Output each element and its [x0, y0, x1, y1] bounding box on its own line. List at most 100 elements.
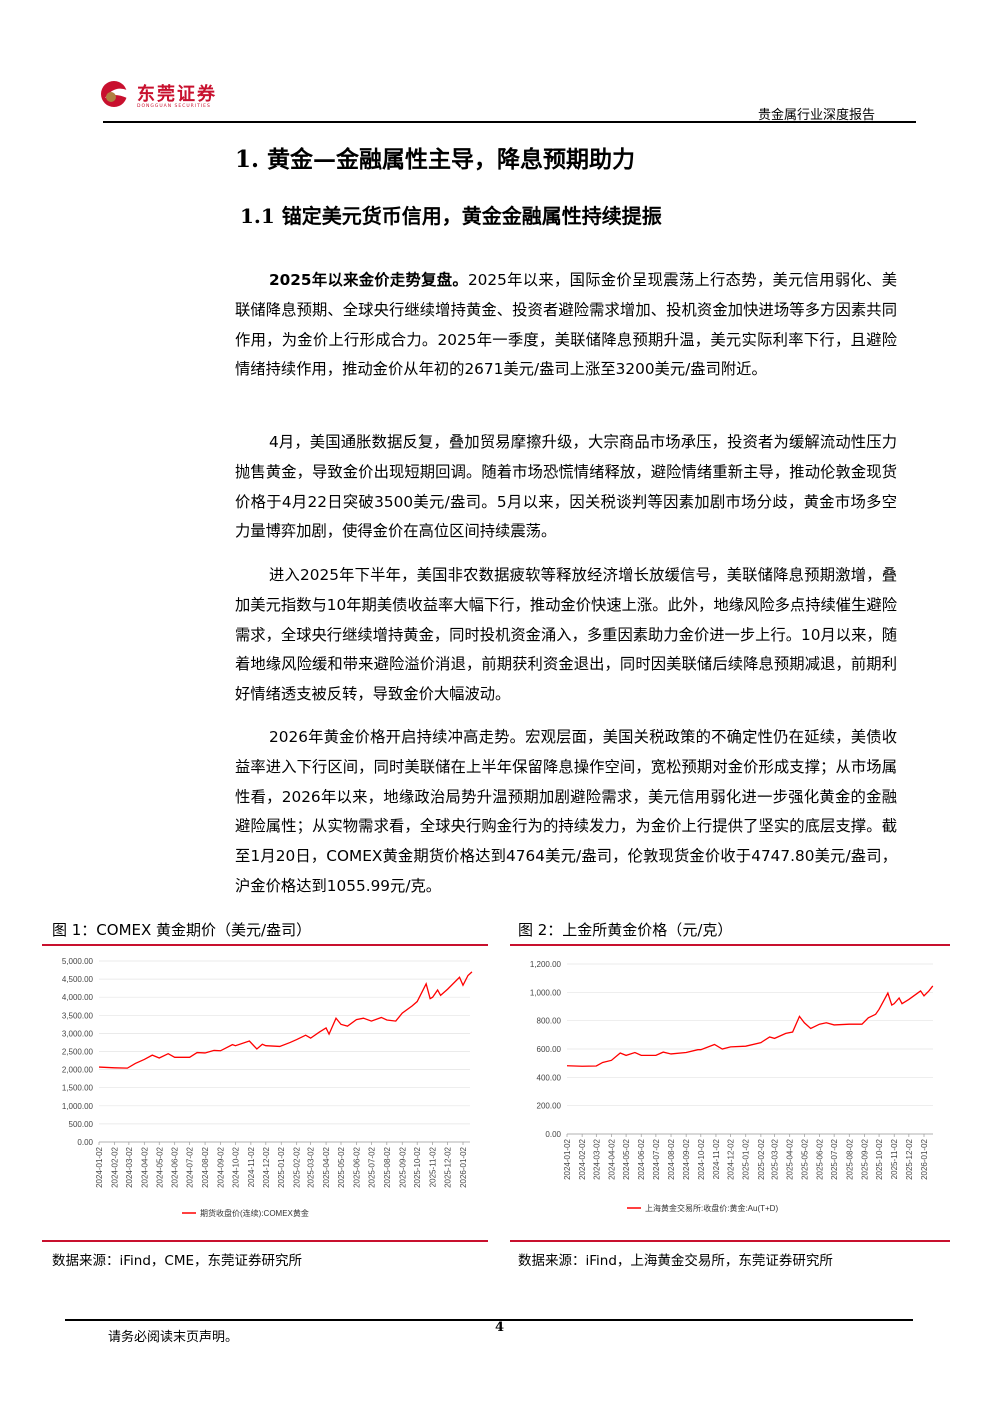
company-logo: 东莞证券 DONGGUAN SECURITIES — [100, 80, 230, 110]
x-tick-label: 2024-12-02 — [262, 1146, 271, 1187]
x-tick-label: 2025-04-02 — [322, 1146, 331, 1187]
y-tick-label: 2,500.00 — [62, 1048, 94, 1057]
y-tick-label: 200.00 — [537, 1102, 562, 1111]
y-tick-label: 2,000.00 — [62, 1066, 94, 1075]
x-tick-label: 2024-12-02 — [727, 1138, 736, 1179]
paragraph-3: 进入2025年下半年，美国非农数据疲软等释放经济增长放缓信号，美联储降息预期激增… — [235, 566, 897, 704]
y-tick-label: 1,000.00 — [530, 988, 562, 997]
footer-disclaimer: 请务必阅读末页声明。 — [108, 1330, 239, 1345]
x-tick-label: 2024-08-02 — [667, 1138, 676, 1179]
x-tick-label: 2024-11-02 — [712, 1138, 721, 1179]
page-number: 4 — [495, 1320, 505, 1335]
x-tick-label: 2025-06-02 — [815, 1138, 824, 1179]
x-tick-label: 2024-01-02 — [95, 1146, 104, 1187]
figure-2-top-rule — [510, 944, 950, 946]
paragraph-1: 2025年以来金价走势复盘。2025年以来，国际金价呈现震荡上行态势，美元信用弱… — [235, 266, 897, 385]
x-tick-label: 2024-10-02 — [697, 1138, 706, 1179]
series-line — [566, 985, 934, 1067]
x-tick-label: 2025-02-02 — [757, 1138, 766, 1179]
x-tick-label: 2025-01-02 — [742, 1138, 751, 1179]
x-tick-label: 2025-04-02 — [786, 1138, 795, 1179]
logo-emblem-icon — [101, 81, 127, 107]
x-tick-label: 2025-08-02 — [383, 1146, 392, 1187]
x-tick-label: 2025-05-02 — [800, 1138, 809, 1179]
header-divider — [103, 121, 916, 123]
y-tick-label: 400.00 — [537, 1073, 562, 1082]
x-tick-label: 2024-09-02 — [682, 1138, 691, 1179]
legend-label: 期货收盘价(连续):COMEX黄金 — [200, 1208, 309, 1218]
x-tick-label: 2025-06-02 — [352, 1146, 361, 1187]
y-tick-label: 500.00 — [69, 1120, 94, 1129]
x-tick-label: 2024-03-02 — [592, 1138, 601, 1179]
x-tick-label: 2024-05-02 — [155, 1146, 164, 1187]
paragraph-4: 2026年黄金价格开启持续冲高走势。宏观层面，美国关税政策的不确定性仍在延续，美… — [235, 728, 897, 895]
x-tick-label: 2024-04-02 — [140, 1146, 149, 1187]
x-tick-label: 2025-10-02 — [875, 1138, 884, 1179]
y-tick-label: 3,500.00 — [62, 1011, 94, 1020]
x-tick-label: 2024-01-02 — [563, 1138, 572, 1179]
x-tick-label: 2024-09-02 — [216, 1146, 225, 1187]
paragraph-text: 2025年以来，国际金价呈现震荡上行态势，美元信用弱化、美联储降息预期、全球央行… — [235, 271, 897, 379]
x-tick-label: 2025-01-02 — [277, 1146, 286, 1187]
x-tick-label: 2024-06-02 — [637, 1138, 646, 1179]
figure-2-source: 数据来源：iFind，上海黄金交易所，东莞证券研究所 — [518, 1253, 833, 1269]
figure-2-bottom-rule — [510, 1240, 950, 1242]
x-tick-label: 2026-01-02 — [920, 1138, 929, 1179]
logo-text-en: DONGGUAN SECURITIES — [137, 104, 211, 109]
x-tick-label: 2025-11-02 — [890, 1138, 899, 1179]
x-tick-label: 2026-01-02 — [459, 1146, 468, 1187]
x-tick-label: 2024-06-02 — [171, 1146, 180, 1187]
x-tick-label: 2024-08-02 — [201, 1146, 210, 1187]
x-tick-label: 2025-11-02 — [429, 1146, 438, 1187]
x-tick-label: 2025-08-02 — [845, 1138, 854, 1179]
logo-text-cn: 东莞证券 — [137, 84, 217, 105]
x-tick-label: 2024-11-02 — [247, 1146, 256, 1187]
x-tick-label: 2025-02-02 — [293, 1146, 302, 1187]
x-tick-label: 2024-05-02 — [622, 1138, 631, 1179]
x-tick-label: 2025-03-02 — [771, 1138, 780, 1179]
y-tick-label: 3,000.00 — [62, 1029, 94, 1038]
series-line — [98, 971, 473, 1069]
y-tick-label: 4,500.00 — [62, 975, 94, 984]
x-tick-label: 2025-07-02 — [830, 1138, 839, 1179]
x-tick-label: 2024-07-02 — [652, 1138, 661, 1179]
x-tick-label: 2025-12-02 — [444, 1146, 453, 1187]
figure-1-bottom-rule — [42, 1240, 488, 1242]
y-tick-label: 600.00 — [537, 1045, 562, 1054]
x-tick-label: 2024-10-02 — [231, 1146, 240, 1187]
legend-label: 上海黄金交易所:收盘价:黄金:Au(T+D) — [645, 1203, 778, 1213]
y-tick-label: 1,500.00 — [62, 1084, 94, 1093]
paragraph-2: 4月，美国通胀数据反复，叠加贸易摩擦升级，大宗商品市场承压，投资者为缓解流动性压… — [235, 433, 897, 541]
report-type: 贵金属行业深度报告 — [758, 108, 876, 123]
x-tick-label: 2024-07-02 — [186, 1146, 195, 1187]
x-tick-label: 2024-02-02 — [578, 1138, 587, 1179]
x-tick-label: 2025-12-02 — [905, 1138, 914, 1179]
paragraph-lead: 2025年以来金价走势复盘。 — [269, 271, 468, 289]
subsection-heading: 1.1 锚定美元货币信用，黄金金融属性持续提振 — [240, 204, 662, 228]
x-tick-label: 2024-04-02 — [607, 1138, 616, 1179]
figure-2-title: 图 2：上金所黄金价格（元/克） — [518, 921, 733, 939]
x-tick-label: 2024-02-02 — [110, 1146, 119, 1187]
x-tick-label: 2025-10-02 — [413, 1146, 422, 1187]
y-tick-label: 0.00 — [77, 1138, 93, 1147]
x-tick-label: 2024-03-02 — [125, 1146, 134, 1187]
figure-1-top-rule — [42, 944, 488, 946]
figure-1-source: 数据来源：iFind，CME，东莞证券研究所 — [52, 1253, 303, 1269]
figure-1-title: 图 1：COMEX 黄金期价（美元/盎司） — [52, 921, 312, 939]
y-tick-label: 0.00 — [545, 1130, 561, 1139]
y-tick-label: 4,000.00 — [62, 993, 94, 1002]
x-tick-label: 2025-05-02 — [337, 1146, 346, 1187]
x-tick-label: 2025-09-02 — [860, 1138, 869, 1179]
footer-divider — [65, 1319, 913, 1321]
y-tick-label: 1,200.00 — [530, 960, 562, 969]
section-heading: 1. 黄金—金融属性主导，降息预期助力 — [235, 146, 636, 173]
x-tick-label: 2025-09-02 — [398, 1146, 407, 1187]
y-tick-label: 1,000.00 — [62, 1102, 94, 1111]
x-tick-label: 2025-03-02 — [307, 1146, 316, 1187]
y-tick-label: 800.00 — [537, 1017, 562, 1026]
y-tick-label: 5,000.00 — [62, 957, 94, 966]
x-tick-label: 2025-07-02 — [367, 1146, 376, 1187]
